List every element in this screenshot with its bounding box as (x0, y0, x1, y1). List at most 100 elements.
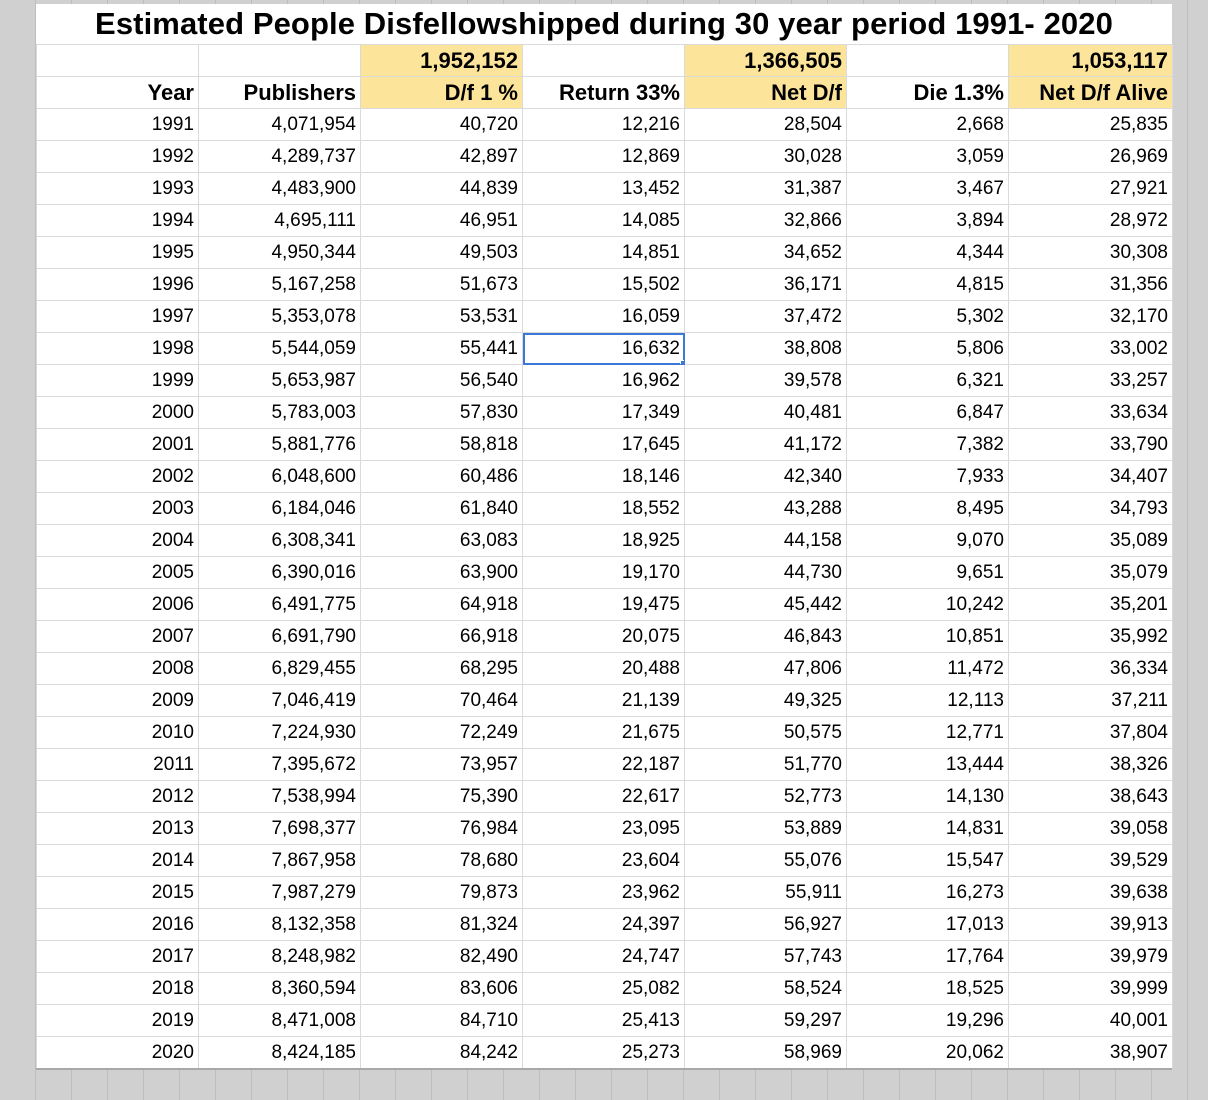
cell-year[interactable]: 2018 (36, 972, 199, 1005)
cell-year[interactable]: 1995 (36, 236, 199, 269)
cell-df[interactable]: 64,918 (360, 588, 523, 621)
cell-net-alive[interactable]: 35,089 (1008, 524, 1173, 557)
cell-net-alive[interactable]: 37,211 (1008, 684, 1173, 717)
cell-return[interactable]: 21,139 (522, 684, 685, 717)
cell-die[interactable]: 7,382 (846, 428, 1009, 461)
cell-net-df[interactable]: 38,808 (684, 332, 847, 365)
cell-year[interactable]: 1996 (36, 268, 199, 301)
cell-publishers[interactable]: 5,783,003 (198, 396, 361, 429)
cell-publishers[interactable]: 4,289,737 (198, 140, 361, 173)
cell-net-alive[interactable]: 35,201 (1008, 588, 1173, 621)
cell-die[interactable]: 19,296 (846, 1004, 1009, 1037)
cell-publishers[interactable]: 8,424,185 (198, 1036, 361, 1069)
cell-die[interactable]: 12,771 (846, 716, 1009, 749)
cell-df[interactable]: 83,606 (360, 972, 523, 1005)
cell-net-alive[interactable]: 32,170 (1008, 300, 1173, 333)
cell-die[interactable]: 10,242 (846, 588, 1009, 621)
cell-year[interactable]: 1998 (36, 332, 199, 365)
cell-publishers[interactable]: 6,308,341 (198, 524, 361, 557)
cell-return[interactable]: 23,095 (522, 812, 685, 845)
cell-die[interactable]: 7,933 (846, 460, 1009, 493)
cell-year[interactable]: 1993 (36, 172, 199, 205)
cell-net-df[interactable]: 55,076 (684, 844, 847, 877)
cell-net-alive[interactable]: 38,907 (1008, 1036, 1173, 1069)
cell[interactable] (198, 44, 361, 77)
cell-net-alive[interactable]: 30,308 (1008, 236, 1173, 269)
cell-net-df[interactable]: 49,325 (684, 684, 847, 717)
selected-cell[interactable]: 16,632 (522, 332, 685, 365)
cell-return[interactable]: 17,645 (522, 428, 685, 461)
cell-return[interactable]: 14,851 (522, 236, 685, 269)
cell-year[interactable]: 1994 (36, 204, 199, 237)
cell-df[interactable]: 44,839 (360, 172, 523, 205)
cell-year[interactable]: 2009 (36, 684, 199, 717)
cell-publishers[interactable]: 7,538,994 (198, 780, 361, 813)
cell-net-alive[interactable]: 33,257 (1008, 364, 1173, 397)
total-net-df-cell[interactable]: 1,366,505 (684, 44, 847, 77)
header-net-alive[interactable]: Net D/f Alive (1008, 76, 1173, 109)
cell-net-df[interactable]: 45,442 (684, 588, 847, 621)
cell-df[interactable]: 57,830 (360, 396, 523, 429)
cell-df[interactable]: 63,083 (360, 524, 523, 557)
header-return[interactable]: Return 33% (522, 76, 685, 109)
cell-publishers[interactable]: 7,698,377 (198, 812, 361, 845)
cell-publishers[interactable]: 8,360,594 (198, 972, 361, 1005)
cell-net-df[interactable]: 51,770 (684, 748, 847, 781)
cell-publishers[interactable]: 8,471,008 (198, 1004, 361, 1037)
cell-return[interactable]: 25,273 (522, 1036, 685, 1069)
cell-return[interactable]: 17,349 (522, 396, 685, 429)
cell-net-df[interactable]: 31,387 (684, 172, 847, 205)
cell-return[interactable]: 23,604 (522, 844, 685, 877)
cell-publishers[interactable]: 4,071,954 (198, 108, 361, 141)
cell-die[interactable]: 5,806 (846, 332, 1009, 365)
cell-return[interactable]: 18,925 (522, 524, 685, 557)
cell-die[interactable]: 17,013 (846, 908, 1009, 941)
cell-publishers[interactable]: 5,544,059 (198, 332, 361, 365)
cell-net-alive[interactable]: 35,079 (1008, 556, 1173, 589)
cell-die[interactable]: 3,467 (846, 172, 1009, 205)
cell-net-alive[interactable]: 25,835 (1008, 108, 1173, 141)
cell-df[interactable]: 58,818 (360, 428, 523, 461)
header-year[interactable]: Year (36, 76, 199, 109)
cell-df[interactable]: 51,673 (360, 268, 523, 301)
cell-df[interactable]: 84,242 (360, 1036, 523, 1069)
cell-net-df[interactable]: 47,806 (684, 652, 847, 685)
cell-die[interactable]: 2,668 (846, 108, 1009, 141)
cell-publishers[interactable]: 8,132,358 (198, 908, 361, 941)
cell-publishers[interactable]: 5,881,776 (198, 428, 361, 461)
cell-net-alive[interactable]: 38,643 (1008, 780, 1173, 813)
cell-return[interactable]: 18,552 (522, 492, 685, 525)
cell-net-df[interactable]: 59,297 (684, 1004, 847, 1037)
cell-net-df[interactable]: 57,743 (684, 940, 847, 973)
cell-net-alive[interactable]: 34,407 (1008, 460, 1173, 493)
cell-df[interactable]: 75,390 (360, 780, 523, 813)
cell-publishers[interactable]: 7,046,419 (198, 684, 361, 717)
cell-year[interactable]: 2012 (36, 780, 199, 813)
cell-df[interactable]: 78,680 (360, 844, 523, 877)
cell[interactable] (522, 44, 685, 77)
cell-return[interactable]: 21,675 (522, 716, 685, 749)
cell-publishers[interactable]: 7,395,672 (198, 748, 361, 781)
cell-publishers[interactable]: 5,167,258 (198, 268, 361, 301)
cell-year[interactable]: 2015 (36, 876, 199, 909)
cell-die[interactable]: 17,764 (846, 940, 1009, 973)
cell-net-df[interactable]: 53,889 (684, 812, 847, 845)
cell-year[interactable]: 2008 (36, 652, 199, 685)
cell-publishers[interactable]: 7,224,930 (198, 716, 361, 749)
cell-return[interactable]: 22,187 (522, 748, 685, 781)
cell-die[interactable]: 14,130 (846, 780, 1009, 813)
cell-die[interactable]: 10,851 (846, 620, 1009, 653)
cell-net-df[interactable]: 41,172 (684, 428, 847, 461)
cell-df[interactable]: 60,486 (360, 460, 523, 493)
cell-return[interactable]: 14,085 (522, 204, 685, 237)
cell-net-alive[interactable]: 33,790 (1008, 428, 1173, 461)
cell-df[interactable]: 81,324 (360, 908, 523, 941)
cell-year[interactable]: 2000 (36, 396, 199, 429)
cell-die[interactable]: 9,651 (846, 556, 1009, 589)
cell-net-alive[interactable]: 28,972 (1008, 204, 1173, 237)
cell-net-alive[interactable]: 39,913 (1008, 908, 1173, 941)
cell-publishers[interactable]: 6,184,046 (198, 492, 361, 525)
cell-publishers[interactable]: 6,491,775 (198, 588, 361, 621)
cell-net-df[interactable]: 42,340 (684, 460, 847, 493)
cell-die[interactable]: 11,472 (846, 652, 1009, 685)
